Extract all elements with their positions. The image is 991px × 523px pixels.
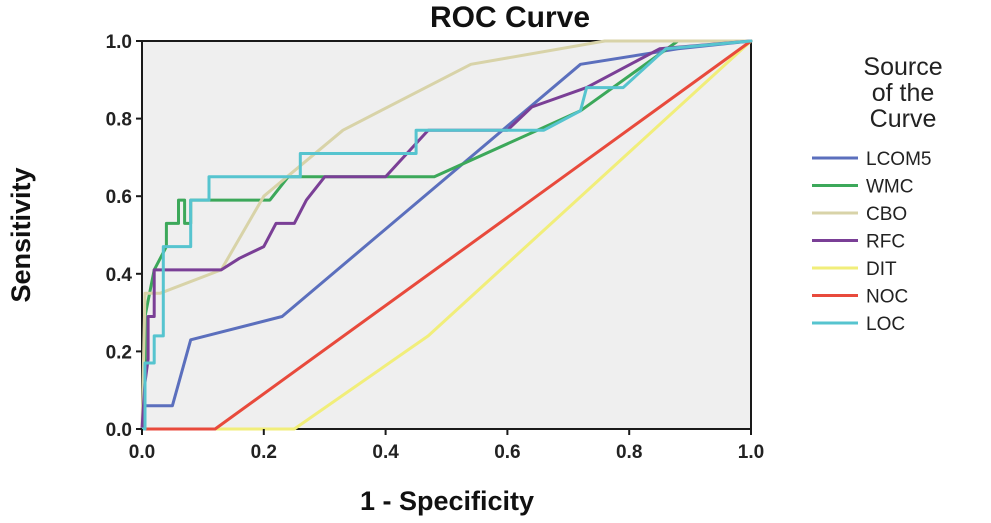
y-tick-label: 0.2 [106,342,132,363]
legend-items: LCOM5 WMC CBO RFC DIT NOC LOC [812,149,931,335]
series-line-cbo [140,39,753,431]
legend-title-line-1: Source [863,53,942,81]
y-tick-label: 0.6 [106,187,132,208]
legend-label-rfc: RFC [866,232,905,253]
series-layer [140,39,753,431]
legend-label-loc: LOC [866,314,905,335]
series-line-dit [140,39,753,431]
y-tick-label: 0.8 [106,110,132,131]
series-line-loc [140,39,753,431]
legend: Source of the Curve LCOM5 WMC CBO RFC DIT NOC… [812,53,943,335]
x-tick-label: 0.8 [616,442,642,463]
chart-title: ROC Curve [430,1,590,34]
legend-label-dit: DIT [866,259,897,280]
legend-label-lcom5: LCOM5 [866,149,931,170]
series-line-noc [140,39,753,431]
y-tick-label: 0.4 [106,265,133,286]
x-tick-label: 0.2 [251,442,277,463]
y-axis-title: Sensitivity [6,167,36,302]
y-tick-label: 1.0 [106,32,132,53]
x-tick-label: 0.6 [494,442,520,463]
x-tick-label: 0.0 [129,442,155,463]
legend-title-line-3: Curve [870,105,937,133]
x-tick-label: 0.4 [372,442,399,463]
y-tick-layer: 0.0 0.2 0.4 0.6 0.8 1.0 [106,32,142,441]
x-axis-title: 1 - Specificity [360,486,534,516]
series-line-rfc [140,39,753,431]
legend-label-cbo: CBO [866,204,907,225]
legend-title-line-2: of the [872,79,935,107]
x-tick-label: 1.0 [738,442,764,463]
plot-area [141,40,752,430]
x-tick-layer: 0.0 0.2 0.4 0.6 0.8 1.0 [129,429,764,463]
legend-label-noc: NOC [866,287,908,308]
legend-label-wmc: WMC [866,177,913,198]
y-tick-label: 0.0 [106,420,132,441]
